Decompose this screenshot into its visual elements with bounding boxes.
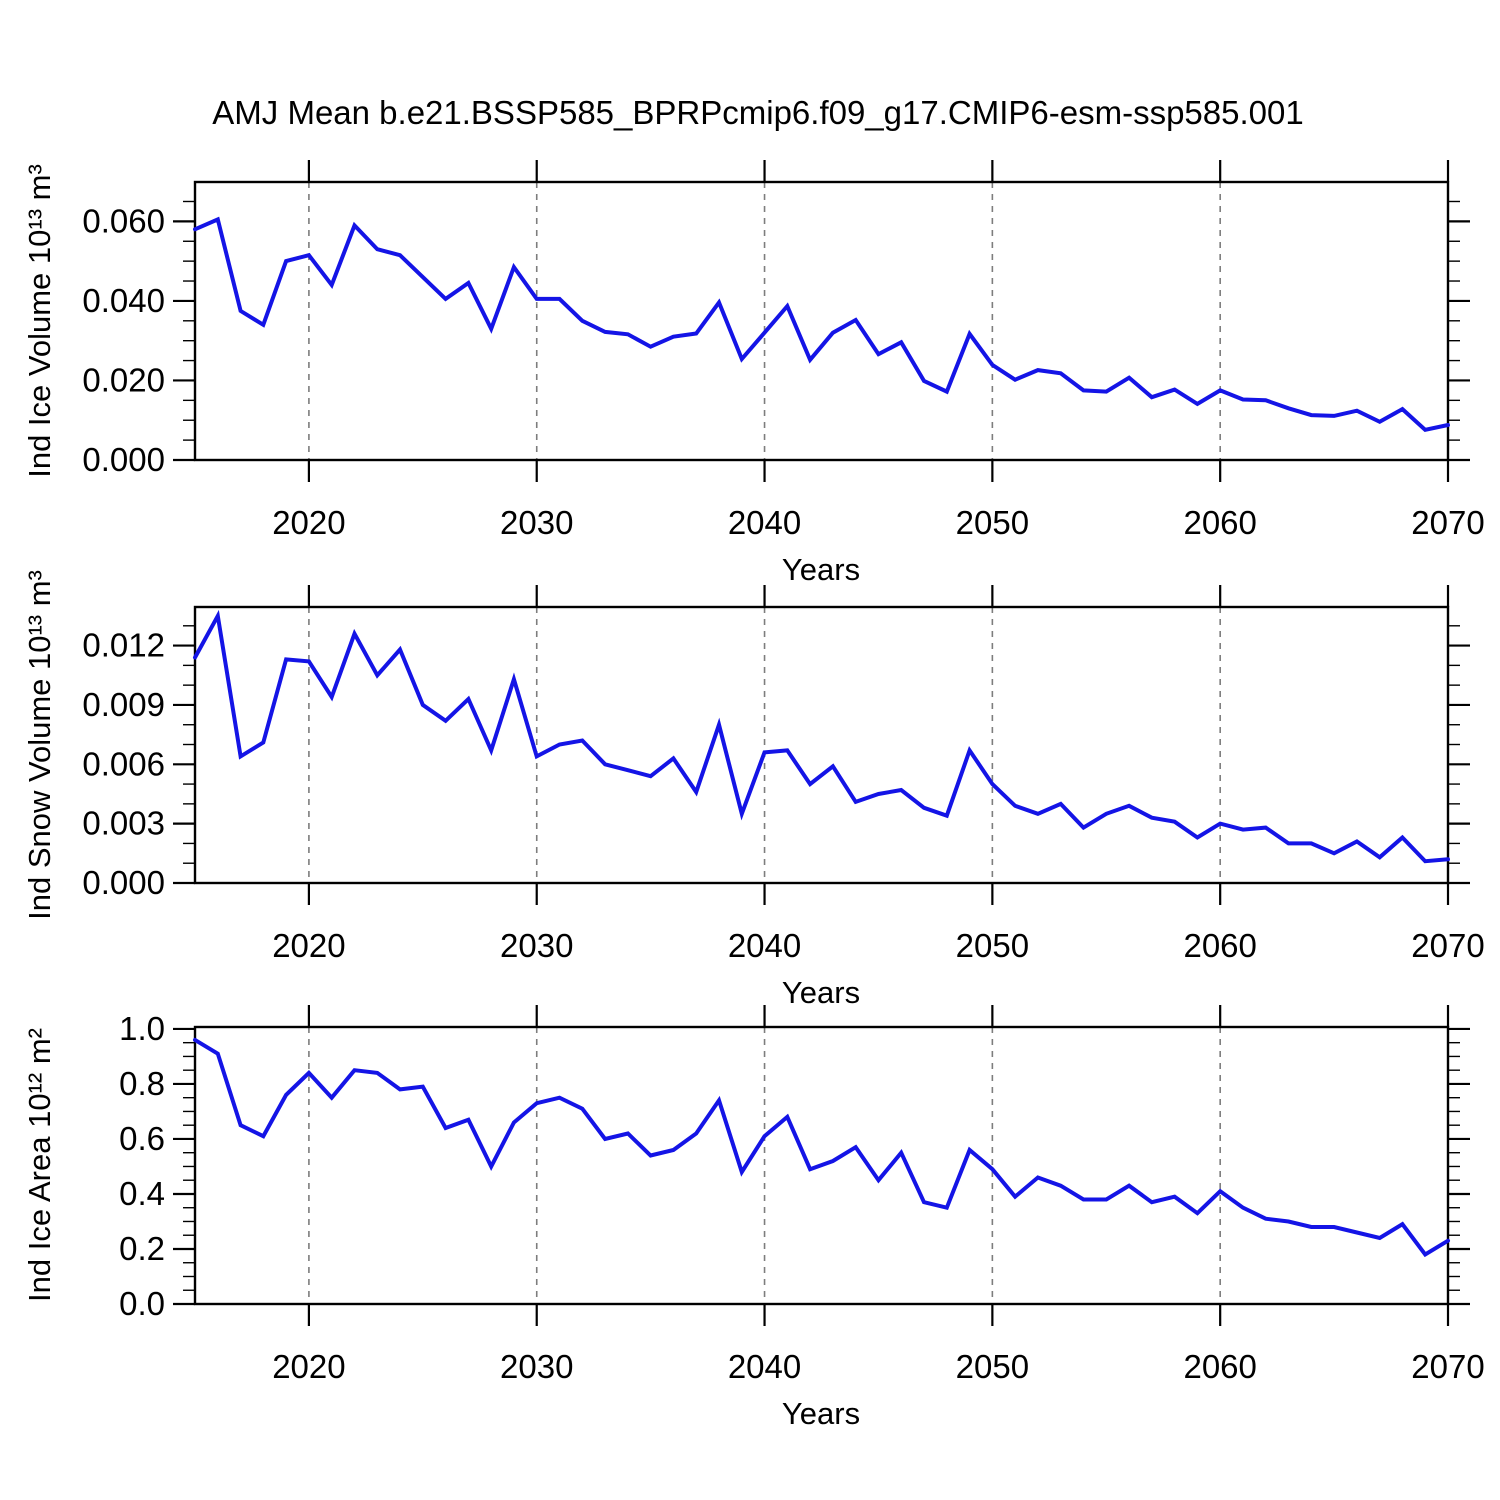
x-tick-label-2050: 2050 — [956, 504, 1029, 541]
y-tick-label-0.4: 0.4 — [119, 1175, 165, 1212]
y-tick-label-0.2: 0.2 — [119, 1230, 165, 1267]
panel-1: 2020 2030 2040 2050 2060 2070 0.000 0.020 0.040 0… — [82, 160, 1485, 541]
y-tick-label-0.000: 0.000 — [82, 864, 165, 901]
data-line-series-1 — [193, 216, 1450, 432]
x-tick-label-2040: 2040 — [728, 1348, 801, 1385]
x-tick-label-2040: 2040 — [728, 927, 801, 964]
x-tick-label-2050: 2050 — [956, 927, 1029, 964]
data-line-series-2 — [193, 609, 1450, 864]
y-axis-label-ice-volume: Ind Ice Volume 10¹³ m³ — [22, 164, 57, 478]
x-axis-label-years-3: Years — [781, 1396, 861, 1431]
x-axis-label-years-2: Years — [781, 975, 861, 1010]
y-tick-label-0.060: 0.060 — [82, 202, 165, 239]
x-tick-label-2020: 2020 — [272, 927, 345, 964]
plot-frame — [193, 1025, 1450, 1306]
x-tick-label-2020: 2020 — [272, 504, 345, 541]
plot-frame — [193, 605, 1450, 885]
x-tick-label-2020: 2020 — [272, 1348, 345, 1385]
x-axis-label-years-1: Years — [781, 552, 861, 587]
y-tick-label-0.009: 0.009 — [82, 686, 165, 723]
y-tick-label-0.0: 0.0 — [119, 1285, 165, 1322]
x-tick-label-2030: 2030 — [500, 504, 573, 541]
x-tick-label-2070: 2070 — [1411, 927, 1484, 964]
y-tick-label-1.0: 1.0 — [119, 1010, 165, 1047]
x-tick-label-2060: 2060 — [1183, 1348, 1256, 1385]
y-tick-label-0.012: 0.012 — [82, 627, 165, 664]
y-axis-label-snow-volume: Ind Snow Volume 10¹³ m³ — [22, 570, 57, 920]
x-tick-label-2060: 2060 — [1183, 504, 1256, 541]
y-tick-label-0.003: 0.003 — [82, 805, 165, 842]
y-tick-label-0.6: 0.6 — [119, 1120, 165, 1157]
y-tick-label-0.006: 0.006 — [82, 745, 165, 782]
chart-title: AMJ Mean b.e21.BSSP585_BPRPcmip6.f09_g17… — [212, 94, 1304, 131]
panel-2: 2020 2030 2040 2050 2060 2070 0.000 0.003 0.006 0… — [82, 585, 1485, 964]
y-tick-label-0.8: 0.8 — [119, 1065, 165, 1102]
x-tick-label-2070: 2070 — [1411, 1348, 1484, 1385]
plot-frame — [193, 180, 1450, 462]
x-tick-label-2050: 2050 — [956, 1348, 1029, 1385]
x-tick-label-2030: 2030 — [500, 1348, 573, 1385]
y-axis-label-ice-area: Ind Ice Area 10¹² m² — [22, 1028, 57, 1302]
y-tick-label-0.000: 0.000 — [82, 441, 165, 478]
data-line-series-3 — [193, 1037, 1450, 1258]
y-tick-label-0.040: 0.040 — [82, 282, 165, 319]
x-tick-label-2030: 2030 — [500, 927, 573, 964]
x-tick-label-2070: 2070 — [1411, 504, 1484, 541]
x-tick-label-2040: 2040 — [728, 504, 801, 541]
y-tick-label-0.020: 0.020 — [82, 361, 165, 398]
panel-3: 2020 2030 2040 2050 2060 2070 0.0 0.2 0.4 0.6 0.8 1… — [119, 1005, 1485, 1385]
x-tick-label-2060: 2060 — [1183, 927, 1256, 964]
